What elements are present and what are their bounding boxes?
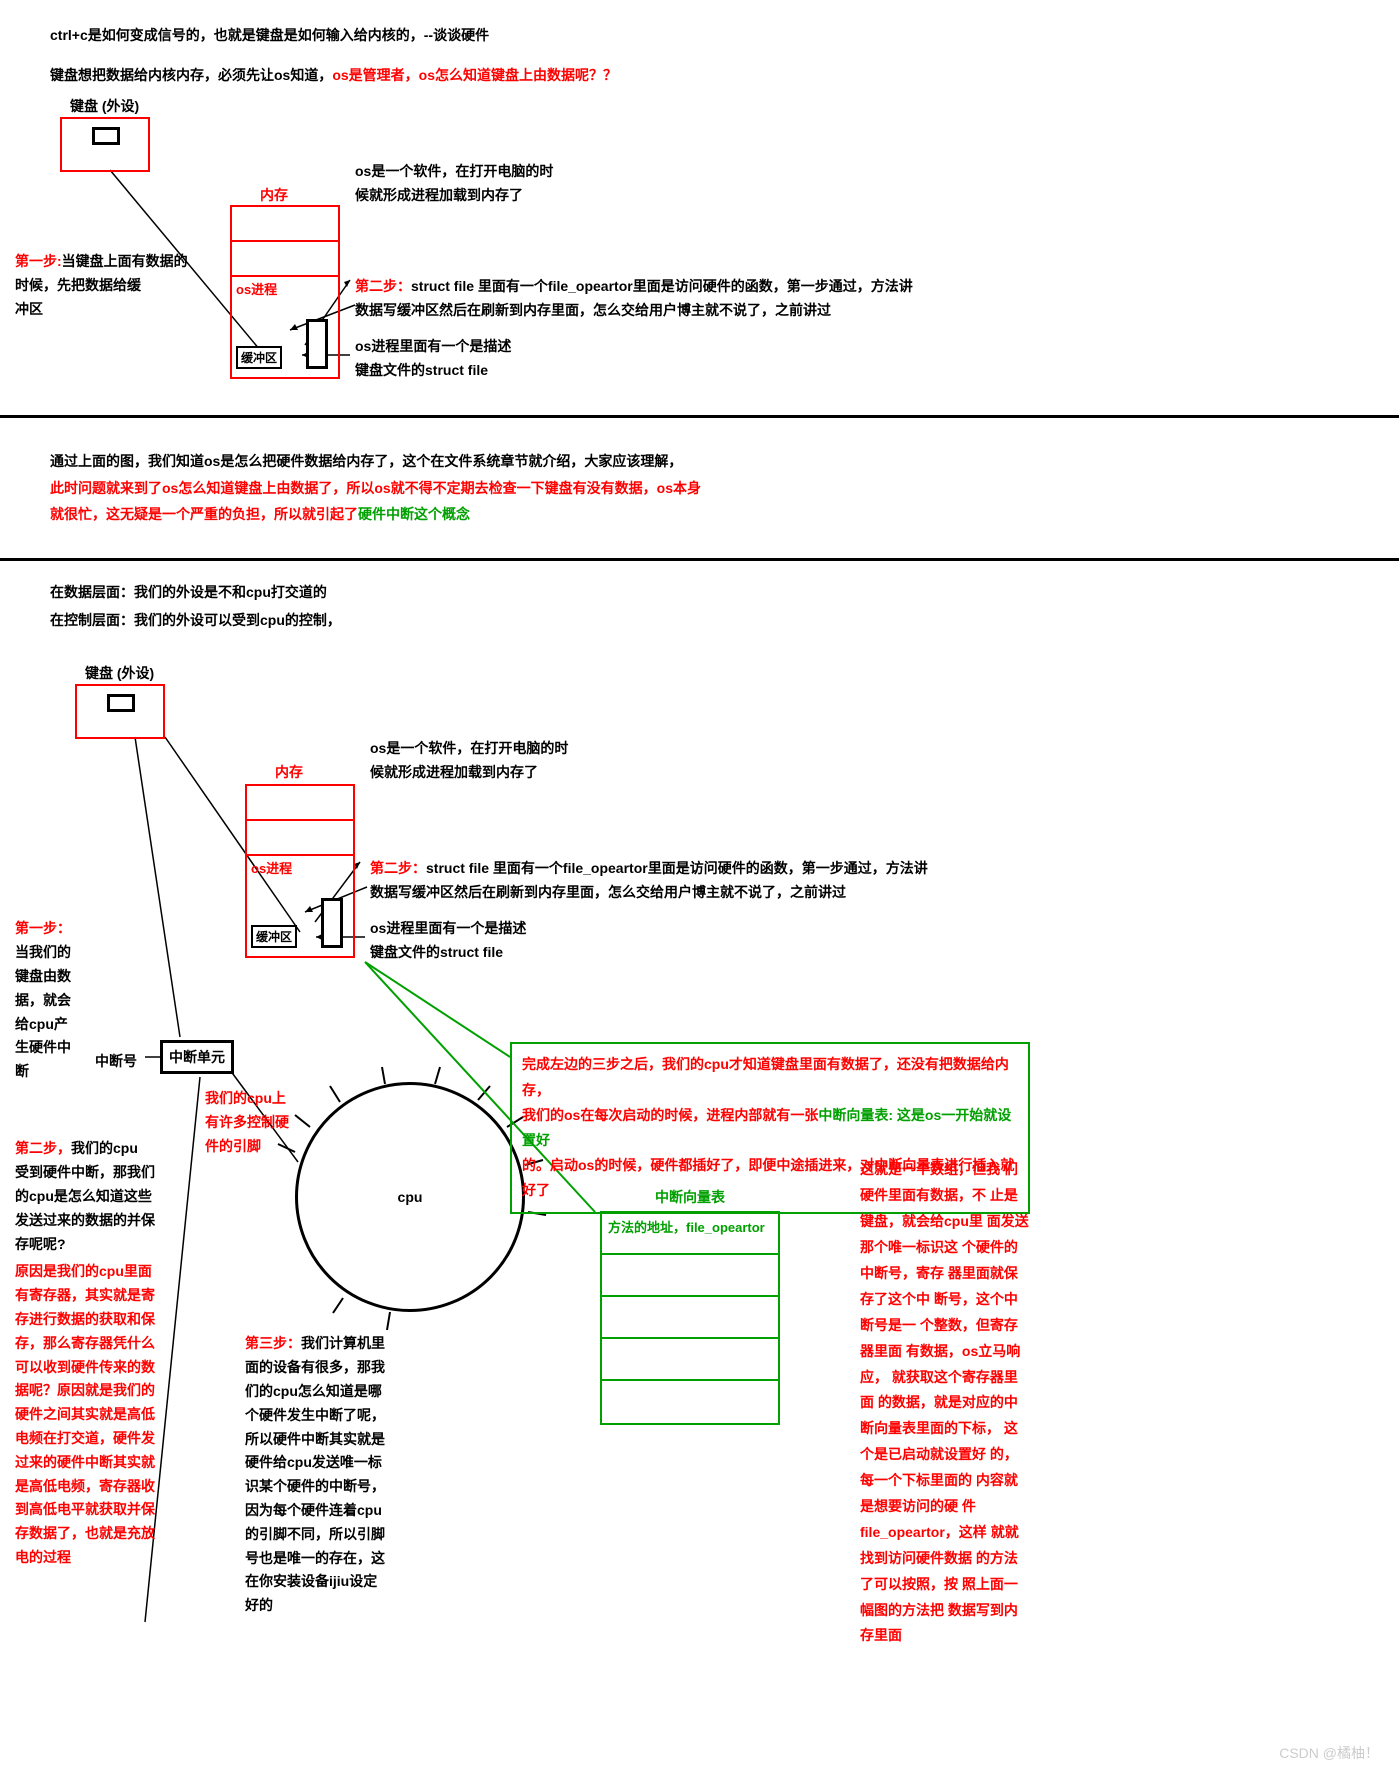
c2-step1-head: 第一步：: [15, 917, 71, 941]
keyboard-label-2: 键盘 (外设): [85, 662, 154, 686]
step1-head-1: 第一步:: [15, 253, 62, 269]
right-red-para: 这就是一个数组，但我 们硬件里面有数据，不 止是键盘，就会给cpu里 面发送那个…: [860, 1157, 1030, 1649]
step2-head-2: 第二步：: [370, 860, 426, 876]
os-note-2: os是一个软件，在打开电脑的时 候就形成进程加载到内存了: [370, 737, 568, 785]
step2-body-1: struct file 里面有一个file_opeartor里面是访问硬件的函数…: [355, 278, 913, 318]
keyboard-inner-2: [107, 694, 135, 712]
mem-cell: [232, 207, 338, 242]
ivt-row: [602, 1255, 778, 1297]
cpu-circle: cpu: [295, 1082, 525, 1312]
c2-step1-body: 当我们的 键盘由数 据，就会 给cpu产 生硬件中 断: [15, 941, 71, 1084]
ivt-block: 中断向量表 方法的地址，file_opeartor: [600, 1187, 780, 1425]
step1-block-1: 第一步:当键盘上面有数据的 时候，先把数据给缓 冲区: [15, 250, 215, 321]
layer-data: 在数据层面：我们的外设是不和cpu打交道的: [50, 581, 1349, 605]
interrupt-unit: 中断单元: [160, 1040, 234, 1074]
sub-title: 键盘想把数据给内核内存，必须先让os知道，os是管理者，os怎么知道键盘上由数据…: [50, 65, 1349, 85]
mem-label-2: 内存: [275, 762, 303, 782]
divider-2: [0, 558, 1399, 561]
keyboard-label-1: 键盘 (外设): [70, 95, 139, 119]
file-block-2: [321, 898, 343, 948]
ivt-row: 方法的地址，file_opeartor: [602, 1213, 778, 1255]
c2-step3: 第三步：我们计算机里 面的设备有很多，那我 们的cpu怎么知道是哪 个硬件发生中…: [245, 1332, 415, 1618]
file-block-1: [306, 319, 328, 369]
c2-step1: 第一步： 当我们的 键盘由数 据，就会 给cpu产 生硬件中 断: [15, 917, 71, 1084]
ivt-table: 方法的地址，file_opeartor: [600, 1211, 780, 1425]
file-note-1: os进程里面有一个是描述 键盘文件的struct file: [355, 335, 511, 383]
cpu-label: cpu: [398, 1189, 423, 1205]
watermark: CSDN @橘柚！: [1279, 1743, 1379, 1763]
mem-cell-os: os进程 缓冲区: [247, 856, 353, 956]
step2-block-1: 第二步：struct file 里面有一个file_opeartor里面是访问硬…: [355, 275, 1005, 323]
mem-stack-1: os进程 缓冲区: [230, 205, 340, 379]
diagram-1: 键盘 (外设) 第一步:当键盘上面有数据的 时候，先把数据给缓 冲区 内存 os…: [50, 95, 1349, 395]
c2-step2-body-b: 原因是我们的cpu里面 有寄存器，其实就是寄 存进行数据的获取和保 存，那么寄存…: [15, 1260, 170, 1569]
cpu-pins-note: 我们的cpu上 有许多控制硬 件的引脚: [205, 1087, 289, 1158]
mem-cell: [247, 786, 353, 821]
mid-l2b: 就很忙，这无疑是一个严重的负担，所以就引起了: [50, 506, 358, 522]
page-title: ctrl+c是如何变成信号的，也就是键盘是如何输入给内核的，--谈谈硬件: [50, 25, 1349, 45]
ivt-row: [602, 1381, 778, 1423]
step2-head-1: 第二步：: [355, 278, 411, 294]
buf-label-2: 缓冲区: [251, 925, 297, 948]
diagram-2: 键盘 (外设) 内存 os进程 缓冲区 os是一个软件，在打开电脑的时 候就形成…: [50, 662, 1349, 1762]
buf-label-1: 缓冲区: [236, 346, 282, 369]
step2-block-2: 第二步：struct file 里面有一个file_opeartor里面是访问硬…: [370, 857, 1020, 905]
mem-stack-2: os进程 缓冲区: [245, 784, 355, 958]
keyboard-box-1: [60, 117, 150, 172]
mem-cell-os: os进程 缓冲区: [232, 277, 338, 377]
int-signal-label: 中断号: [95, 1050, 137, 1074]
os-proc-label-1: os进程: [232, 277, 338, 300]
sub-a: 键盘想把数据给内核内存，必须先让os知道，: [50, 67, 332, 83]
layer-ctrl: 在控制层面：我们的外设可以受到cpu的控制，: [50, 609, 1349, 633]
middle-text: 通过上面的图，我们知道os是怎么把硬件数据给内存了，这个在文件系统章节就介绍，大…: [50, 438, 1349, 538]
c2-step3-head: 第三步：: [245, 1335, 301, 1351]
mem-cell: [247, 821, 353, 856]
divider-1: [0, 415, 1399, 418]
os-note-1: os是一个软件，在打开电脑的时 候就形成进程加载到内存了: [355, 160, 553, 208]
mid-l2c: 硬件中断这个概念: [358, 506, 470, 522]
os-proc-label-2: os进程: [247, 856, 353, 879]
file-note-2: os进程里面有一个是描述 键盘文件的struct file: [370, 917, 526, 965]
mid-l1: 通过上面的图，我们知道os是怎么把硬件数据给内存了，这个在文件系统章节就介绍，大…: [50, 448, 1349, 475]
sub-b: os是管理者，os怎么知道键盘上由数据呢？？: [332, 67, 617, 83]
keyboard-inner-1: [92, 127, 120, 145]
keyboard-box-2: [75, 684, 165, 739]
step2-body-2: struct file 里面有一个file_opeartor里面是访问硬件的函数…: [370, 860, 928, 900]
ivt-row: [602, 1297, 778, 1339]
c2-step2: 第二步，我们的cpu 受到硬件中断，那我们 的cpu是怎么知道这些 发送过来的数…: [15, 1137, 170, 1569]
mem-cell: [232, 242, 338, 277]
ivt-title: 中断向量表: [600, 1187, 780, 1207]
c2-step3-body: 我们计算机里 面的设备有很多，那我 们的cpu怎么知道是哪 个硬件发生中断了呢，…: [245, 1335, 385, 1613]
ivt-row: [602, 1339, 778, 1381]
mid-l2a: 此时问题就来到了os怎么知道键盘上由数据了，所以os就不得不定期去检查一下键盘有…: [50, 480, 701, 496]
c2-step2-head: 第二步，: [15, 1140, 71, 1156]
mem-label-1: 内存: [260, 185, 288, 205]
c2-step2-body-a: 我们的cpu 受到硬件中断，那我们 的cpu是怎么知道这些 发送过来的数据的并保…: [15, 1140, 155, 1251]
